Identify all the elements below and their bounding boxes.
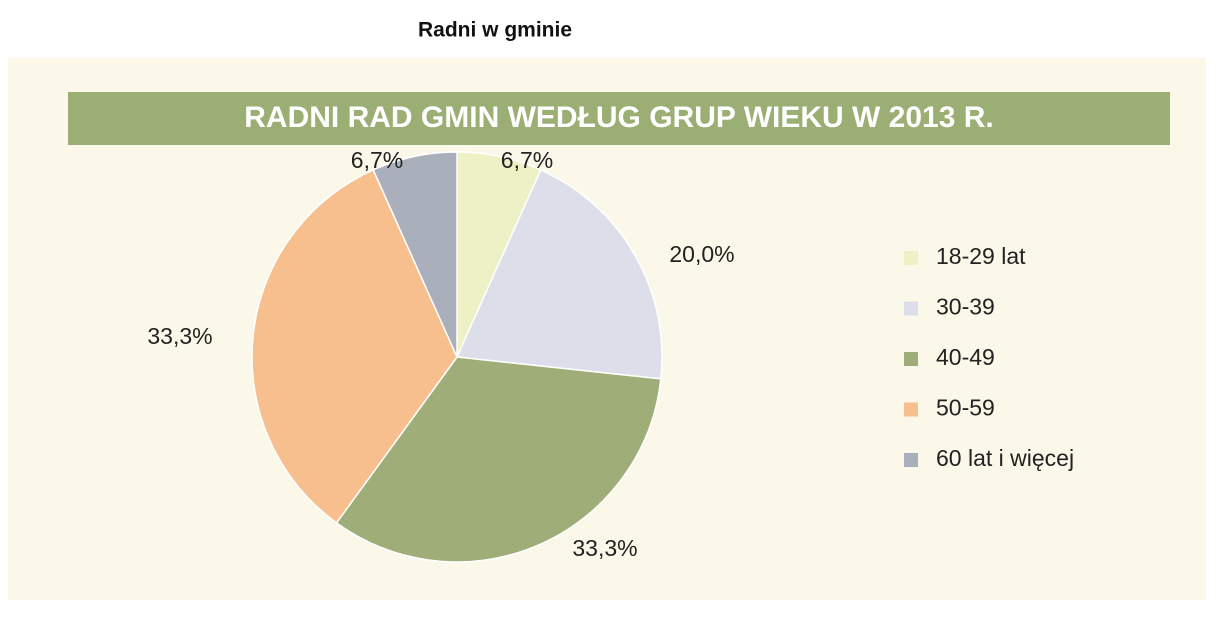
legend-swatch (904, 251, 918, 265)
pie-slice (251, 168, 458, 524)
legend-swatch (904, 301, 918, 316)
legend-label: 40-49 (936, 344, 995, 370)
data-label: 20,0% (669, 241, 734, 267)
pie-slice (372, 151, 458, 358)
pie-slice (455, 168, 663, 380)
pie-slice (335, 356, 662, 563)
legend-label: 18-29 lat (936, 243, 1026, 269)
legend-label: 60 lat i więcej (936, 445, 1074, 471)
title-banner (68, 92, 1170, 145)
chart-title: RADNI RAD GMIN WEDŁUG GRUP WIEKU W 2013 … (244, 101, 994, 134)
legend-swatch (904, 352, 918, 366)
data-label: 6,7% (501, 147, 553, 173)
data-label: 33,3% (572, 535, 637, 561)
legend-swatch (904, 402, 918, 417)
legend-label: 50-59 (936, 395, 995, 421)
data-label: 33,3% (147, 323, 212, 349)
data-label: 6,7% (351, 147, 403, 173)
page-title: Radni w gminie (418, 19, 572, 42)
legend-label: 30-39 (936, 294, 995, 320)
legend-swatch (904, 453, 918, 467)
